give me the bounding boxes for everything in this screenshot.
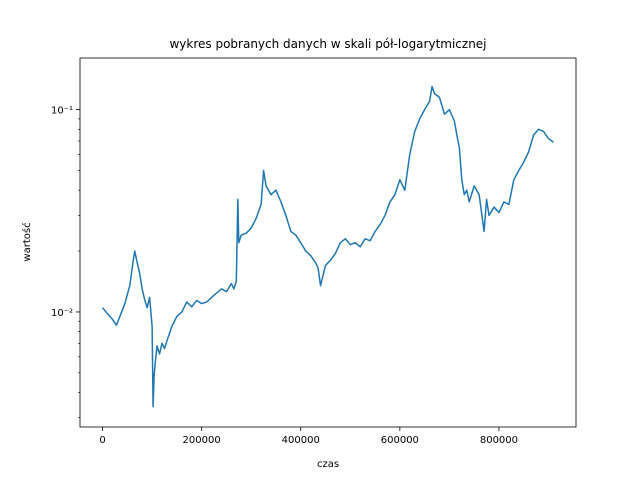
x-tick-label: 400000 (282, 435, 320, 446)
x-axis-ticks: 0 200000 400000 600000 800000 (99, 427, 518, 446)
y-tick-label: 10⁻² (51, 308, 73, 319)
y-axis-ticks: 10⁻² 10⁻¹ (51, 106, 80, 419)
plot-frame (79, 57, 577, 428)
y-axis-label: wartość (21, 222, 33, 261)
x-tick-label: 800000 (480, 435, 518, 446)
x-tick-label: 0 (99, 435, 105, 446)
x-tick-label: 200000 (183, 435, 221, 446)
series-line-0 (101, 85, 554, 408)
series-line-group (101, 85, 554, 408)
x-axis-label: czas (317, 459, 339, 470)
chart-title: wykres pobranych danych w skali pół-loga… (169, 37, 486, 51)
y-tick-label: 10⁻¹ (51, 106, 73, 117)
x-tick-label: 600000 (381, 435, 419, 446)
